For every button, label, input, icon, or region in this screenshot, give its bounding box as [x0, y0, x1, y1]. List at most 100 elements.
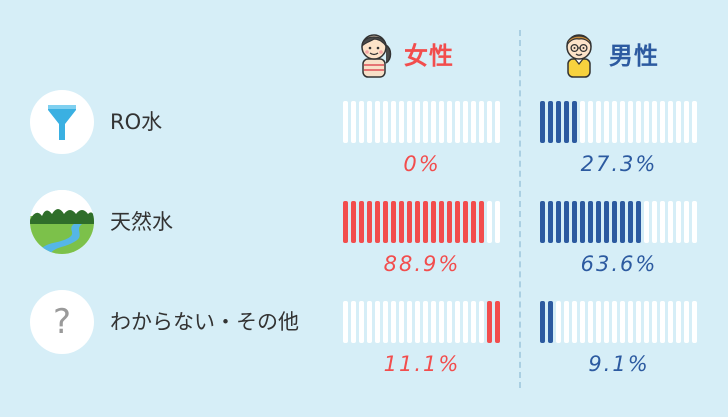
- male-bar-svg-natural: [540, 201, 697, 243]
- bar-segment: [604, 201, 609, 243]
- bar-segment: [564, 101, 569, 143]
- bar-segment: [471, 301, 476, 343]
- bar-segment: [439, 201, 444, 243]
- bar-segment: [692, 301, 697, 343]
- male-pct-natural: 63.6%: [580, 252, 658, 276]
- bar-segment: [540, 201, 545, 243]
- bar-segment: [351, 201, 356, 243]
- bar-segment: [604, 301, 609, 343]
- bar-segment: [644, 201, 649, 243]
- bar-segment: [660, 101, 665, 143]
- bar-segment: [692, 201, 697, 243]
- bar-segment: [588, 101, 593, 143]
- bar-segment: [359, 201, 364, 243]
- bar-segment: [636, 201, 641, 243]
- bar-segment: [367, 301, 372, 343]
- male-bar-natural: [540, 201, 698, 243]
- bar-segment: [479, 101, 484, 143]
- bar-segment: [668, 201, 673, 243]
- girl-avatar-icon: [361, 34, 392, 78]
- bar-segment: [447, 301, 452, 343]
- bar-segment: [556, 201, 561, 243]
- bar-segment: [399, 301, 404, 343]
- row-label-unknown: わからない・その他: [110, 310, 299, 334]
- bar-segment: [391, 201, 396, 243]
- bar-segment: [479, 201, 484, 243]
- bar-segment: [596, 301, 601, 343]
- bar-segment: [620, 201, 625, 243]
- female-pct-ro: 0%: [403, 152, 441, 176]
- bar-segment: [572, 301, 577, 343]
- bar-segment: [415, 101, 420, 143]
- bar-segment: [668, 101, 673, 143]
- bar-segment: [636, 101, 641, 143]
- bar-segment: [343, 201, 348, 243]
- bar-segment: [596, 101, 601, 143]
- bar-segment: [343, 301, 348, 343]
- bar-segment: [572, 101, 577, 143]
- male-bar-svg-ro: [540, 101, 697, 143]
- bar-segment: [612, 101, 617, 143]
- bar-segment: [596, 201, 601, 243]
- bar-segment: [431, 201, 436, 243]
- bar-segment: [692, 101, 697, 143]
- female-header-label: 女性: [404, 41, 454, 70]
- question-mark-icon: ?: [30, 290, 94, 354]
- bar-segment: [540, 101, 545, 143]
- bar-segment: [588, 201, 593, 243]
- bar-segment: [423, 101, 428, 143]
- male-bar-unknown: [540, 301, 698, 343]
- bar-segment: [359, 301, 364, 343]
- bar-segment: [636, 301, 641, 343]
- bar-segment: [612, 201, 617, 243]
- bar-segment: [495, 201, 500, 243]
- bar-segment: [439, 301, 444, 343]
- bar-segment: [668, 301, 673, 343]
- bar-segment: [628, 101, 633, 143]
- bar-segment: [676, 201, 681, 243]
- bar-segment: [684, 101, 689, 143]
- bar-segment: [580, 101, 585, 143]
- female-bar-svg-ro: [343, 101, 500, 143]
- bar-segment: [628, 301, 633, 343]
- bar-segment: [431, 301, 436, 343]
- bar-segment: [455, 201, 460, 243]
- male-header: 男性: [557, 24, 659, 82]
- bar-segment: [471, 201, 476, 243]
- bar-segment: [556, 101, 561, 143]
- bar-segment: [399, 201, 404, 243]
- bar-segment: [487, 101, 492, 143]
- bar-segment: [580, 301, 585, 343]
- bar-segment: [604, 101, 609, 143]
- bar-segment: [391, 301, 396, 343]
- bar-segment: [463, 201, 468, 243]
- bar-segment: [423, 201, 428, 243]
- bar-segment: [660, 301, 665, 343]
- bar-segment: [564, 301, 569, 343]
- bar-segment: [556, 301, 561, 343]
- bar-segment: [359, 101, 364, 143]
- bar-segment: [652, 201, 657, 243]
- boy-avatar-icon: [566, 34, 592, 78]
- bar-segment: [391, 101, 396, 143]
- forest-river-icon: [30, 190, 94, 254]
- male-header-label: 男性: [609, 41, 659, 70]
- bar-segment: [548, 201, 553, 243]
- bar-segment: [676, 301, 681, 343]
- bar-segment: [644, 101, 649, 143]
- male-pct-unknown: 9.1%: [588, 352, 650, 376]
- bar-segment: [660, 201, 665, 243]
- bar-segment: [463, 101, 468, 143]
- bar-segment: [455, 301, 460, 343]
- bar-segment: [548, 101, 553, 143]
- female-bar-svg-natural: [343, 201, 500, 243]
- bar-segment: [471, 101, 476, 143]
- bar-segment: [652, 301, 657, 343]
- bar-segment: [684, 201, 689, 243]
- bar-segment: [676, 101, 681, 143]
- bar-segment: [548, 301, 553, 343]
- bar-segment: [455, 101, 460, 143]
- bar-segment: [540, 301, 545, 343]
- bar-segment: [423, 301, 428, 343]
- funnel-filter-icon: [30, 90, 94, 154]
